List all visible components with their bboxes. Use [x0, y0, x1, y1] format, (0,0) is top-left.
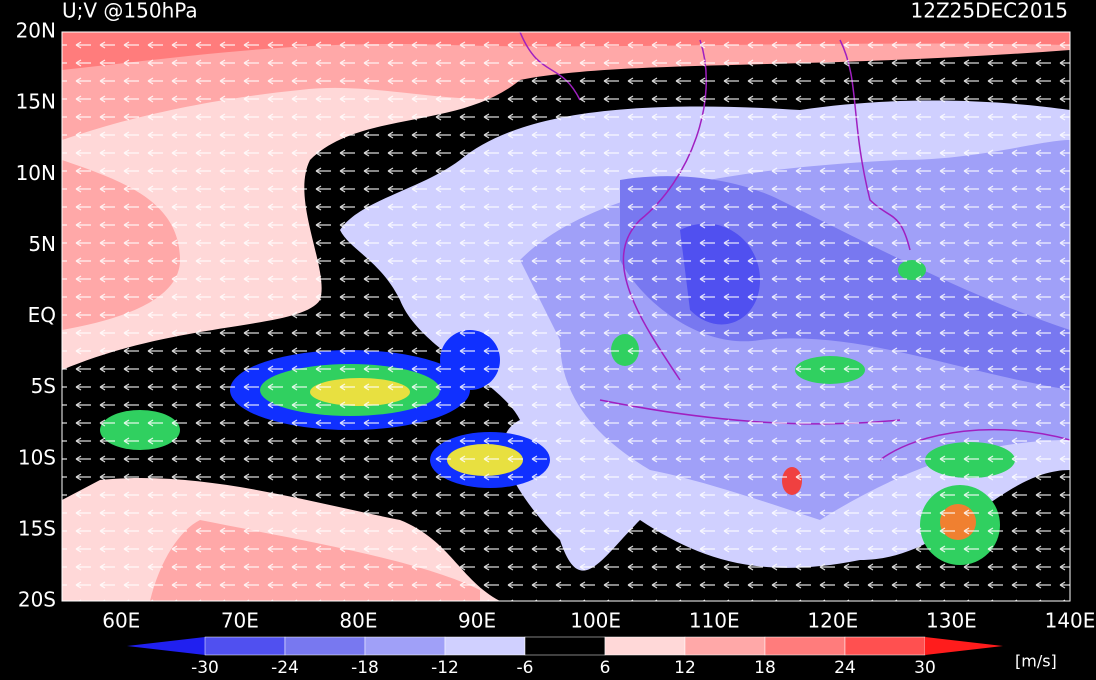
colorbar-box — [364, 636, 446, 656]
colorbar-box — [764, 636, 846, 656]
lat-label: 5S — [31, 374, 56, 398]
colorbar-tick-label: -24 — [271, 658, 299, 678]
colorbar-box — [204, 636, 286, 656]
lat-label: 20S — [18, 588, 56, 612]
colorbar-box — [284, 636, 366, 656]
valid-time: 12Z25DEC2015 — [911, 0, 1069, 23]
lat-label: 15S — [18, 516, 56, 540]
lon-label: 90E — [458, 609, 496, 633]
colorbar-tick-label: 6 — [600, 658, 611, 678]
colorbar-tick-label: 24 — [834, 658, 856, 678]
lon-label: 80E — [339, 609, 377, 633]
lat-label: 10N — [16, 161, 56, 185]
colorbar-arrow — [925, 637, 1003, 655]
colorbar-box — [684, 636, 766, 656]
colorbar-tick-label: -6 — [517, 658, 534, 678]
colorbar-tick-label: 12 — [674, 658, 696, 678]
map-area — [62, 32, 1070, 601]
colorbar-tick-label: 18 — [754, 658, 776, 678]
lon-label: 130E — [926, 609, 977, 633]
map-frame — [61, 31, 1071, 602]
lon-label: 70E — [221, 609, 259, 633]
colorbar-unit: [m/s] — [1015, 652, 1057, 671]
lat-label: 15N — [16, 90, 56, 114]
lon-label: 60E — [102, 609, 140, 633]
colorbar-box — [604, 636, 686, 656]
colorbar-tick-label: -18 — [351, 658, 379, 678]
lat-label: 10S — [18, 445, 56, 469]
lon-label: 120E — [807, 609, 858, 633]
colorbar-box — [524, 636, 606, 656]
colorbar-arrow — [127, 637, 205, 655]
title: U;V @150hPa — [62, 0, 198, 23]
colorbar-box — [444, 636, 526, 656]
colorbar-box — [844, 636, 926, 656]
lon-label: 110E — [689, 609, 740, 633]
colorbar-tick-label: -12 — [431, 658, 459, 678]
lon-label: 140E — [1045, 609, 1096, 633]
lat-label: EQ — [28, 303, 56, 327]
lat-label: 5N — [28, 232, 56, 256]
wind-vectors — [62, 32, 1070, 601]
colorbar-tick-label: -30 — [191, 658, 219, 678]
lon-label: 100E — [570, 609, 621, 633]
lat-label: 20N — [16, 19, 56, 43]
colorbar-tick-label: 30 — [914, 658, 936, 678]
